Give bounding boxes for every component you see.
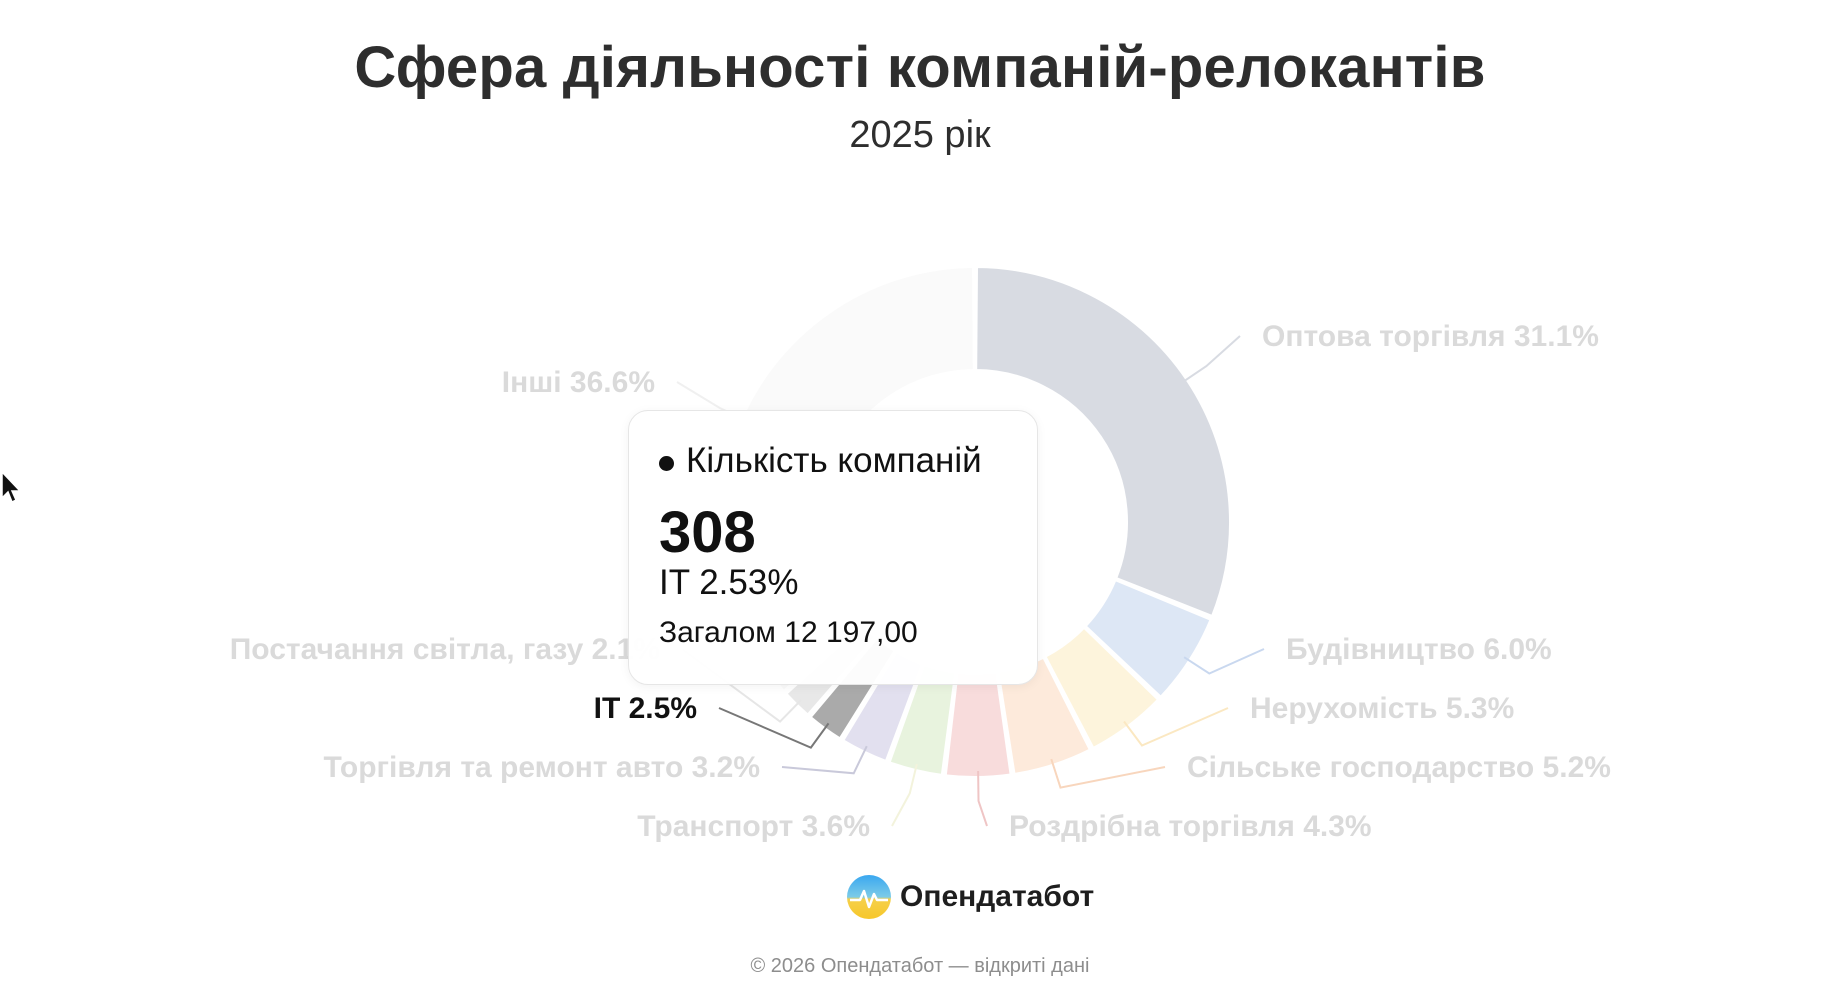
- leader-line-6: [781, 745, 868, 775]
- data-label-0: Оптова торгівля 31.1%: [1262, 320, 1599, 353]
- leader-line-2: [1123, 707, 1229, 747]
- tooltip-value: 308: [659, 500, 756, 565]
- leader-line-4: [977, 770, 988, 827]
- mouse-cursor-icon: [1, 470, 22, 504]
- data-label-1: Будівництво 6.0%: [1286, 633, 1552, 666]
- logo-text: Опендатабот: [900, 880, 1095, 913]
- chart-tooltip: Кількість компаній 308 IT 2.53% Загалом …: [628, 410, 1038, 685]
- series-dot-icon: [659, 455, 674, 471]
- data-label-3: Сільське господарство 5.2%: [1187, 751, 1611, 784]
- slice-2[interactable]: [1044, 626, 1159, 749]
- leader-line-3: [1050, 758, 1166, 789]
- chart-subtitle: 2025 рік: [849, 114, 991, 156]
- leader-line-1: [1183, 648, 1265, 675]
- tooltip-series-name: Кількість компаній: [686, 441, 982, 480]
- brand-logo[interactable]: Опендатабот: [846, 872, 1094, 922]
- data-label-2: Нерухомість 5.3%: [1250, 692, 1514, 725]
- data-label-9: Інші 36.6%: [502, 366, 655, 399]
- slice-0[interactable]: [975, 266, 1231, 617]
- data-label-7: IT 2.5%: [594, 692, 697, 725]
- data-label-8: Постачання світла, газу 2.1%: [230, 633, 660, 666]
- data-label-4: Роздрібна торгівля 4.3%: [1009, 810, 1372, 843]
- tooltip-category: IT 2.53%: [659, 563, 799, 602]
- footer-copyright: © 2026 Опендатабот — відкриті дані: [750, 955, 1090, 977]
- tooltip-total: Загалом 12 197,00: [659, 616, 918, 649]
- chart-title: Сфера діяльності компаній-релокантів: [354, 35, 1486, 100]
- chart-data-labels: Оптова торгівля 31.1% Будівництво 6.0% Нер…: [230, 320, 1611, 843]
- leader-line-5: [891, 763, 918, 827]
- leader-line-0: [1180, 335, 1241, 384]
- data-label-6: Торгівля та ремонт авто 3.2%: [323, 751, 760, 784]
- opendatabot-logo-icon: [847, 875, 891, 919]
- leader-line-7: [718, 707, 830, 749]
- slice-1[interactable]: [1084, 579, 1212, 698]
- data-label-5: Транспорт 3.6%: [637, 810, 870, 843]
